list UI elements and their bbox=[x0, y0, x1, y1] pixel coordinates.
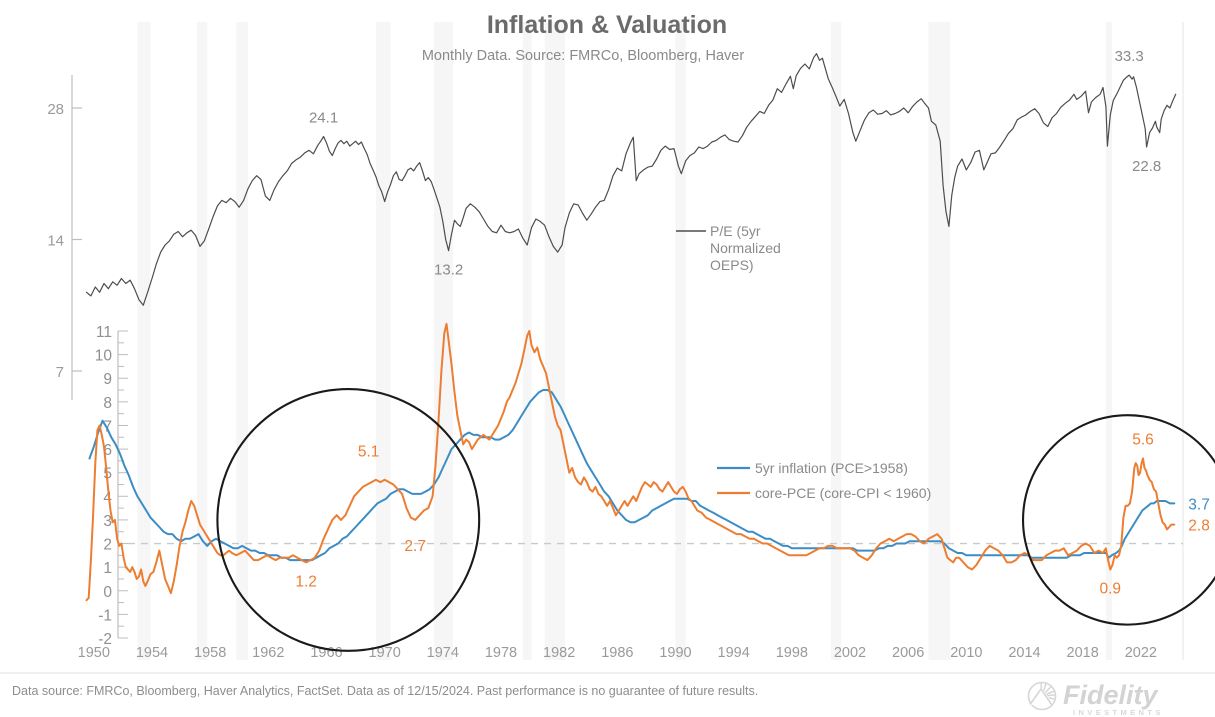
annotation-33-3: 33.3 bbox=[1115, 48, 1144, 65]
fidelity-logo: Fidelity INVESTMENTS bbox=[1027, 680, 1164, 717]
pe-legend-label-line2: Normalized bbox=[710, 240, 781, 256]
x-tick-label-2002: 2002 bbox=[834, 645, 866, 661]
recession-band-6 bbox=[544, 22, 565, 660]
x-axis-group: 1950 1954 1958 1962 1966 1970 1974 1978 1982 1986… bbox=[78, 645, 1157, 661]
inflation-tick-label-11: 11 bbox=[96, 324, 112, 341]
inflation-tick-label-0: 0 bbox=[103, 584, 112, 601]
recession-band-3 bbox=[375, 22, 391, 660]
annotation-2-8: 2.8 bbox=[1188, 518, 1210, 535]
x-tick-label-2010: 2010 bbox=[950, 645, 982, 661]
pe-tick-label-14: 14 bbox=[47, 233, 64, 250]
x-tick-label-1998: 1998 bbox=[776, 645, 808, 661]
page-title: Inflation & Valuation bbox=[487, 11, 727, 39]
x-tick-label-1994: 1994 bbox=[718, 645, 750, 661]
x-tick-label-1966: 1966 bbox=[310, 645, 342, 661]
x-tick-label-1950: 1950 bbox=[78, 645, 110, 661]
inflation-tick-label-3: 3 bbox=[103, 513, 112, 530]
annotation-22-8: 22.8 bbox=[1132, 158, 1161, 175]
annotation-5-1: 5.1 bbox=[358, 443, 380, 460]
x-tick-label-1990: 1990 bbox=[659, 645, 691, 661]
highlight-circles-group bbox=[216, 387, 1215, 652]
x-tick-label-1954: 1954 bbox=[136, 645, 168, 661]
recession-band-5 bbox=[522, 22, 532, 660]
annotation-3-7: 3.7 bbox=[1188, 496, 1210, 513]
series-line-pe-axis bbox=[85, 52, 1177, 306]
inflation-tick-label-2: 2 bbox=[103, 537, 112, 554]
inflation-tick-label-4: 4 bbox=[103, 489, 112, 506]
chart-subtitle: Monthly Data. Source: FMRCo, Bloomberg, … bbox=[422, 48, 745, 64]
pe-legend-label-line1: P/E (5yr bbox=[710, 223, 761, 239]
inflation-tick-label-9: 9 bbox=[103, 371, 112, 388]
x-tick-label-2014: 2014 bbox=[1008, 645, 1040, 661]
annotation-24-1: 24.1 bbox=[309, 109, 338, 126]
x-tick-label-1974: 1974 bbox=[427, 645, 459, 661]
recession-band-2 bbox=[236, 22, 248, 660]
recession-band-1 bbox=[197, 22, 208, 660]
inflation-tick-label-10: 10 bbox=[95, 348, 113, 365]
recession-band-7 bbox=[675, 22, 686, 660]
x-tick-label-2022: 2022 bbox=[1125, 645, 1157, 661]
inflation-tick-label--2: -2 bbox=[98, 631, 112, 648]
pe-tick-label-28: 28 bbox=[47, 101, 64, 118]
x-tick-label-2006: 2006 bbox=[892, 645, 924, 661]
inflation-tick-label-8: 8 bbox=[103, 395, 112, 412]
core-pce-legend-label: core-PCE (core-CPI < 1960) bbox=[755, 485, 931, 501]
pe-tick-label-7: 7 bbox=[56, 364, 64, 381]
series-line-inflation-axis bbox=[88, 389, 1176, 562]
recession-band-10 bbox=[1105, 22, 1112, 660]
fidelity-starburst-icon bbox=[1027, 681, 1057, 711]
inflation-tick-label--1: -1 bbox=[98, 607, 112, 624]
annotation-13-2: 13.2 bbox=[434, 262, 463, 279]
x-tick-label-1978: 1978 bbox=[485, 645, 517, 661]
recession-bands-group bbox=[137, 22, 1112, 660]
annotation-1-2: 1.2 bbox=[295, 573, 317, 590]
inflation-5yr-legend-label: 5yr inflation (PCE>1958) bbox=[755, 460, 908, 476]
fidelity-wordmark: Fidelity bbox=[1063, 680, 1159, 710]
x-tick-label-1986: 1986 bbox=[601, 645, 633, 661]
x-tick-label-2018: 2018 bbox=[1067, 645, 1099, 661]
fidelity-sub-wordmark: INVESTMENTS bbox=[1073, 708, 1164, 717]
x-tick-label-1958: 1958 bbox=[194, 645, 226, 661]
annotation-0-9: 0.9 bbox=[1100, 581, 1122, 598]
recession-band-8 bbox=[831, 22, 842, 660]
series-line-inflation-axis bbox=[85, 322, 1176, 602]
right-highlight-circle bbox=[1022, 414, 1215, 626]
annotations-group: 24.1 13.2 33.3 22.8 1.2 5.1 2.7 0.9 5.6 3.7 2.8 bbox=[295, 48, 1209, 597]
recession-band-0 bbox=[137, 22, 151, 660]
x-tick-label-1982: 1982 bbox=[543, 645, 575, 661]
left-highlight-circle bbox=[216, 387, 481, 652]
pe-axis-group: 7 14 28 bbox=[47, 75, 82, 400]
annotation-2-7: 2.7 bbox=[404, 538, 426, 555]
x-tick-label-1962: 1962 bbox=[252, 645, 284, 661]
pe-legend[interactable]: P/E (5yr Normalized OEPS) bbox=[676, 223, 781, 273]
footer-source-note: Data source: FMRCo, Bloomberg, Haver Ana… bbox=[12, 684, 758, 698]
x-tick-label-1970: 1970 bbox=[369, 645, 401, 661]
recession-band-9 bbox=[928, 22, 951, 660]
annotation-5-6: 5.6 bbox=[1132, 432, 1154, 449]
pe-legend-label-line3: OEPS) bbox=[710, 257, 754, 273]
series-lines-group bbox=[85, 52, 1177, 602]
inflation-tick-label-6: 6 bbox=[103, 442, 112, 459]
inflation-legend[interactable]: 5yr inflation (PCE>1958) core-PCE (core-… bbox=[717, 460, 931, 501]
inflation-tick-label-7: 7 bbox=[103, 418, 112, 435]
inflation-tick-label-1: 1 bbox=[103, 560, 112, 577]
